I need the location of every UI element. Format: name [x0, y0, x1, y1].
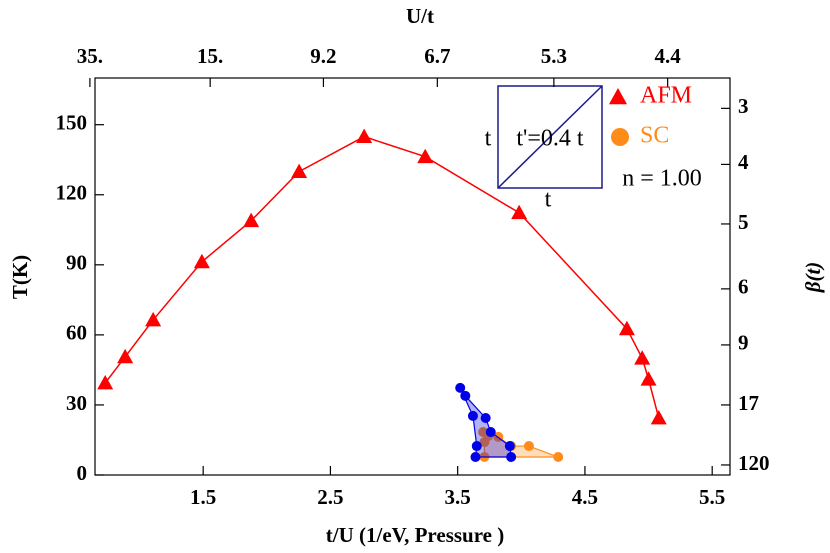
point: [455, 382, 466, 393]
plot-frame: [94, 77, 731, 476]
point: [97, 374, 114, 390]
x2-tick-label: 15.: [197, 44, 223, 68]
legend-marker: [611, 128, 629, 146]
y-axis-title: T(K): [8, 255, 32, 299]
x2-tick-label: 4.4: [655, 44, 682, 68]
y2-tick-label: 4: [738, 150, 749, 174]
annotation: t: [485, 126, 492, 152]
x2-tick-label: 35.: [77, 44, 103, 68]
x-tick-label: 3.5: [445, 485, 471, 509]
top-axis-title: U/t: [406, 4, 434, 28]
x-tick-label: 1.5: [190, 485, 216, 509]
point: [145, 311, 162, 327]
point: [504, 441, 515, 452]
x2-tick-label: 5.3: [541, 44, 567, 68]
point: [506, 452, 517, 463]
y2-tick-label: 9: [738, 331, 749, 355]
point: [618, 320, 635, 336]
x-axis-title: t/U (1/eV, Pressure ): [326, 523, 504, 547]
annotation: t: [545, 187, 552, 213]
inset-diagonal: [497, 85, 603, 189]
legend-label: SC: [640, 123, 669, 149]
y2-tick-label: 120: [738, 451, 770, 475]
legend-marker: [609, 88, 627, 105]
series-line: [104, 135, 660, 419]
x2-tick-label: 9.2: [310, 44, 336, 68]
x-tick-label: 5.5: [699, 485, 725, 509]
point: [291, 163, 308, 179]
y-tick-label: 120: [56, 181, 88, 205]
point: [640, 371, 657, 386]
inset: t t'=0.4 t t n = 1.00: [485, 85, 702, 213]
y-tick-label: 60: [66, 321, 87, 345]
point: [243, 212, 260, 228]
point: [479, 437, 490, 448]
point: [553, 452, 564, 463]
y-tick-label: 0: [77, 461, 88, 485]
point: [650, 410, 667, 425]
point: [117, 348, 134, 364]
y2-tick-label: 17: [738, 391, 759, 415]
x2-tick-label: 6.7: [424, 44, 450, 68]
annotation: n = 1.00: [622, 166, 702, 192]
y2-tick-label: 3: [738, 94, 749, 118]
point: [356, 128, 373, 144]
inset-square: [497, 85, 603, 189]
y2-tick-label: 6: [738, 275, 749, 299]
point: [485, 427, 496, 438]
point: [523, 441, 534, 452]
annotation: t'=0.4 t: [516, 126, 584, 152]
point: [511, 204, 528, 220]
point: [471, 441, 482, 452]
x-tick-label: 4.5: [572, 485, 598, 509]
point: [470, 452, 481, 463]
point: [634, 350, 651, 365]
point: [460, 390, 471, 401]
x-tick-label: 2.5: [317, 485, 343, 509]
point: [480, 413, 491, 424]
y2-axis-title: β(t): [801, 262, 825, 294]
point: [417, 148, 434, 164]
y-tick-label: 150: [56, 111, 88, 135]
y-tick-label: 30: [66, 391, 87, 415]
legend-label: AFM: [640, 83, 692, 109]
point: [193, 253, 210, 269]
y2-tick-label: 5: [738, 210, 749, 234]
point: [467, 410, 478, 421]
y-tick-label: 90: [66, 251, 87, 275]
